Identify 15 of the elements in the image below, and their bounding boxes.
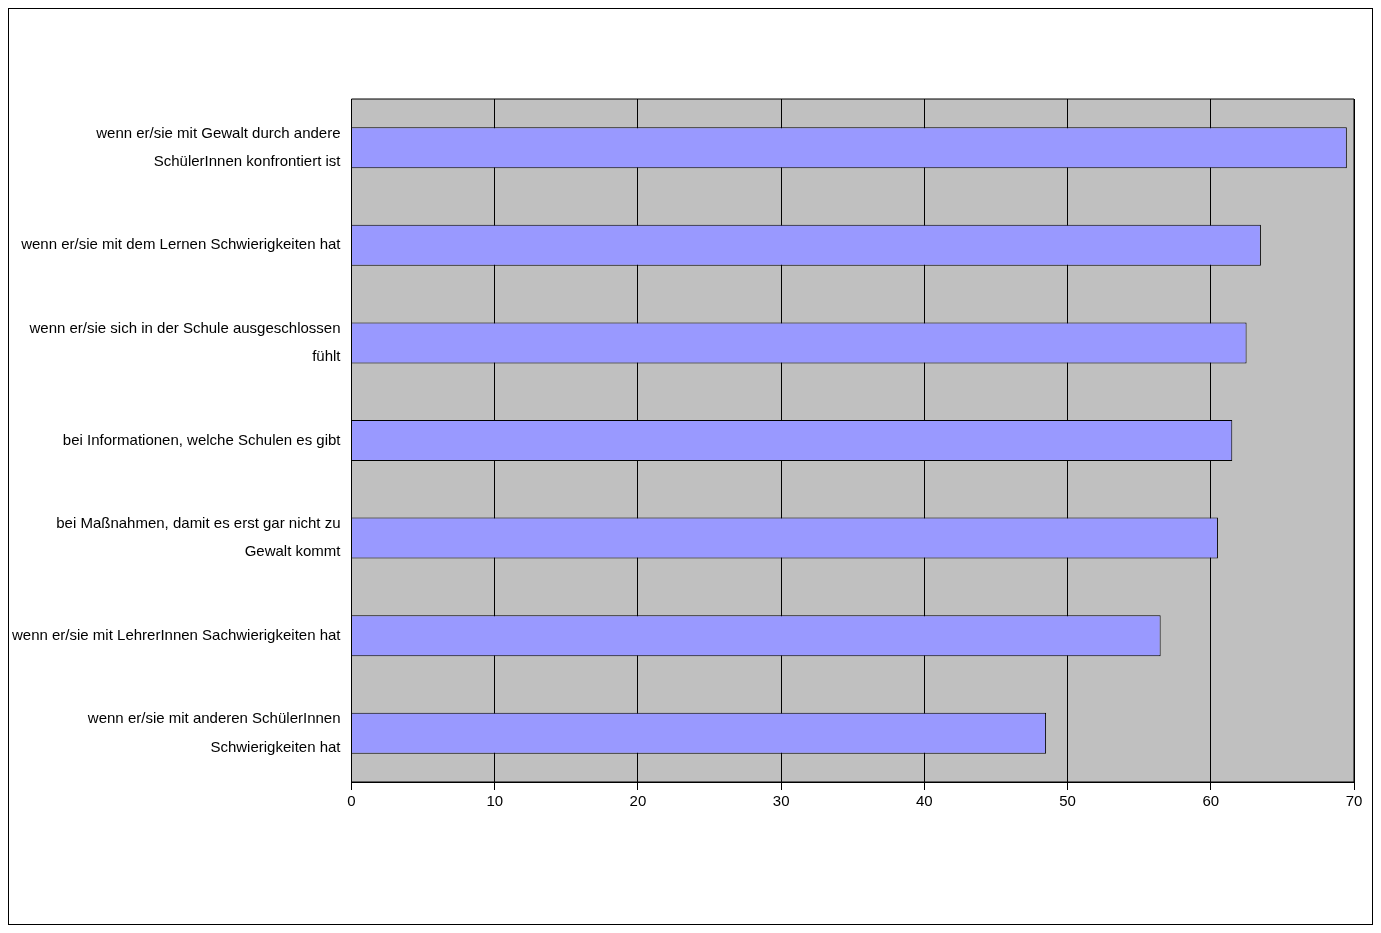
y-tick-label: bei Informationen, welche Schulen es gibt bbox=[62, 430, 342, 448]
y-tick-label: wenn er/sie mit LehrerInnen Sachwierigkeiten hat bbox=[11, 625, 342, 643]
x-tick-label: 60 bbox=[1202, 792, 1220, 810]
x-tick-label: 30 bbox=[772, 792, 790, 810]
x-tick-label: 70 bbox=[1345, 792, 1363, 810]
y-tick-label: wenn er/sie mit Gewalt durch andere SchülerInnen konfrontiert ist bbox=[95, 123, 342, 170]
y-tick-label: wenn er/sie mit dem Lernen Schwierigkeiten hat bbox=[20, 235, 342, 253]
x-tick-label: 0 bbox=[347, 792, 356, 810]
y-tick-label: wenn er/sie sich in der Schule ausgeschlossen fühlt bbox=[28, 318, 342, 365]
y-tick-label: wenn er/sie mit anderen SchülerInnen Schwierigkeiten hat bbox=[86, 709, 342, 755]
x-tick-label: 20 bbox=[629, 792, 647, 810]
x-tick-label: 50 bbox=[1059, 792, 1076, 810]
x-tick-label: 40 bbox=[916, 792, 933, 810]
x-tick-label: 10 bbox=[486, 792, 504, 810]
y-tick-label: bei Maßnahmen, damit es erst gar nicht zu Gewalt kommt bbox=[56, 513, 342, 560]
